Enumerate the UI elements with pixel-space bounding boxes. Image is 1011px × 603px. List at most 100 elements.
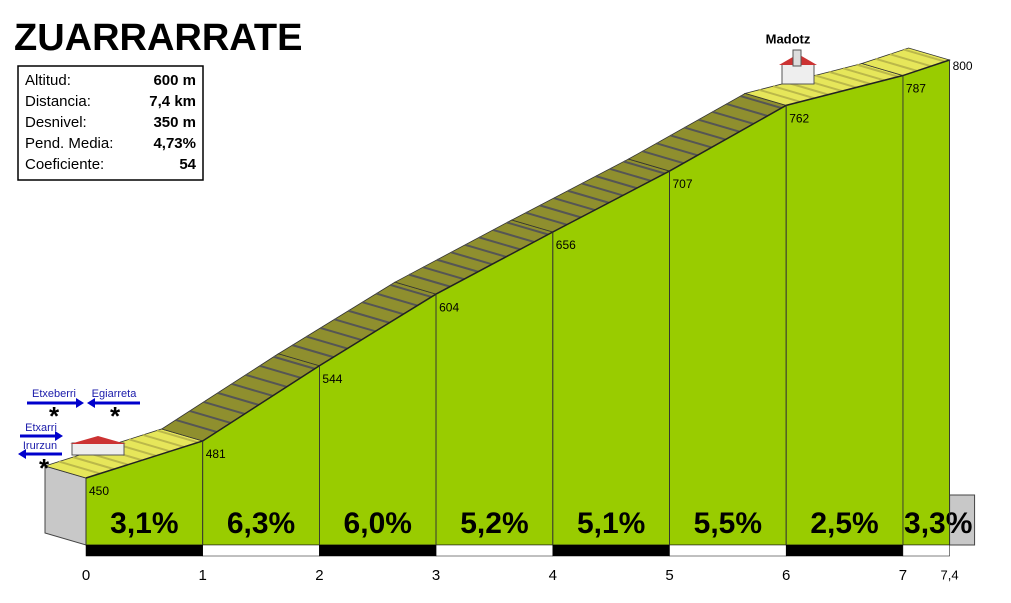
altitude-label: 604 <box>439 300 459 314</box>
tower <box>792 49 802 67</box>
surface-stripe <box>464 243 507 258</box>
house <box>781 63 815 85</box>
surface-stripe <box>203 400 245 415</box>
surface-stripe <box>656 142 698 157</box>
x-tick-label: 3 <box>432 567 440 584</box>
surface-stripe <box>903 48 946 63</box>
gradient-segment <box>785 75 904 546</box>
gradient-label: 3,1% <box>110 507 178 540</box>
surface-stripe <box>422 266 465 281</box>
altitude-label: 656 <box>556 238 576 252</box>
surface-stripe <box>156 429 199 444</box>
gradient-label: 6,3% <box>227 507 295 540</box>
surface-stripe <box>478 236 521 251</box>
surface-stripe <box>740 95 782 109</box>
chart-title: ZUARRARRATE <box>14 17 303 59</box>
surface-stripe <box>320 326 362 341</box>
left-signs: Etxeberri * Egiarreta * Etxarri Irurzun … <box>18 388 140 483</box>
surface-stripe <box>492 228 535 243</box>
info-value: 600 m <box>153 72 196 89</box>
altitude-label: 450 <box>89 484 109 498</box>
gradient-label: 5,1% <box>577 507 645 540</box>
surface-stripe <box>856 63 899 78</box>
surface-stripe <box>814 74 857 89</box>
asterisk: * <box>110 401 121 431</box>
altitude-label: 800 <box>953 59 973 73</box>
x-tick-label: 7 <box>899 567 907 584</box>
surface-stripe <box>758 88 801 103</box>
surface-stripe <box>128 438 171 453</box>
km-strip <box>785 544 904 557</box>
info-label: Distancia: <box>25 93 91 110</box>
surface-stripe <box>684 126 726 141</box>
profile-line <box>85 59 950 479</box>
asterisk: * <box>49 401 60 431</box>
surface-stripe <box>245 373 287 388</box>
surface-stripe <box>772 85 815 100</box>
surface-stripe <box>273 355 315 370</box>
altitude-label: 544 <box>322 372 342 386</box>
roof <box>70 436 126 444</box>
side-face <box>44 465 87 546</box>
surface-stripe <box>72 456 115 471</box>
arrow-head <box>55 431 63 441</box>
surface-stripe <box>231 382 273 397</box>
surface-stripe <box>828 70 871 85</box>
surface-stripe <box>376 292 418 307</box>
surface-stripe <box>408 273 451 288</box>
surface-stripe <box>539 204 582 219</box>
surface-stripe <box>623 160 666 175</box>
surface-stripe <box>58 460 101 475</box>
gradient-label: 6,0% <box>344 507 412 540</box>
place-label: Egiarreta <box>92 388 138 400</box>
surface-stripe <box>642 150 684 165</box>
surface-stripe <box>595 175 638 190</box>
surface-stripe <box>889 53 932 68</box>
surface-stripe <box>306 335 348 350</box>
x-tick-label: 6 <box>782 567 790 584</box>
surface-stripe <box>450 251 493 266</box>
surface-stripe <box>436 258 479 273</box>
surface-stripe <box>875 57 918 72</box>
km-strip <box>319 544 437 557</box>
place-label: Madotz <box>766 31 811 46</box>
surface-stripe <box>525 211 568 226</box>
arrow-head <box>76 398 84 408</box>
surface-stripe <box>581 182 624 197</box>
info-box: Altitud: 600 m Distancia: 7,4 km Desnivel: 35… <box>17 65 204 181</box>
km-strip <box>202 544 320 557</box>
x-tick-label: 1 <box>199 567 207 584</box>
gradient-segment <box>552 170 670 546</box>
surface-stripe <box>390 284 432 298</box>
x-tick-label: 7,4 <box>941 567 959 582</box>
x-tick-label: 0 <box>82 567 90 584</box>
surface-stripe <box>670 134 712 149</box>
place-label: Irurzun <box>23 440 57 452</box>
x-tick-label: 4 <box>549 567 557 584</box>
gradient-label: 5,5% <box>694 507 762 540</box>
surface-stripe <box>217 391 259 406</box>
arrow-head <box>87 398 95 408</box>
surface-stripe <box>698 118 740 133</box>
info-label: Altitud: <box>25 72 71 89</box>
houses <box>71 442 125 456</box>
km-strip <box>902 544 950 557</box>
surface-stripe <box>842 67 885 82</box>
surface-stripe <box>362 301 404 316</box>
surface-stripe <box>259 364 301 379</box>
altitude-label: 787 <box>906 82 926 96</box>
surface-stripe <box>567 189 610 204</box>
surface-stripe <box>609 167 652 182</box>
gradient-segment <box>669 104 787 546</box>
info-value: 54 <box>179 156 196 173</box>
info-label: Coeficiente: <box>25 156 104 173</box>
gradient-label: 3,3% <box>904 507 972 540</box>
altitude-label: 481 <box>206 447 226 461</box>
altitude-label: 707 <box>673 177 693 191</box>
surface-stripe <box>506 221 549 236</box>
info-value: 7,4 km <box>149 93 196 110</box>
x-tick-label: 2 <box>315 567 323 584</box>
km-strip <box>669 544 787 557</box>
surface-stripe <box>726 102 768 117</box>
